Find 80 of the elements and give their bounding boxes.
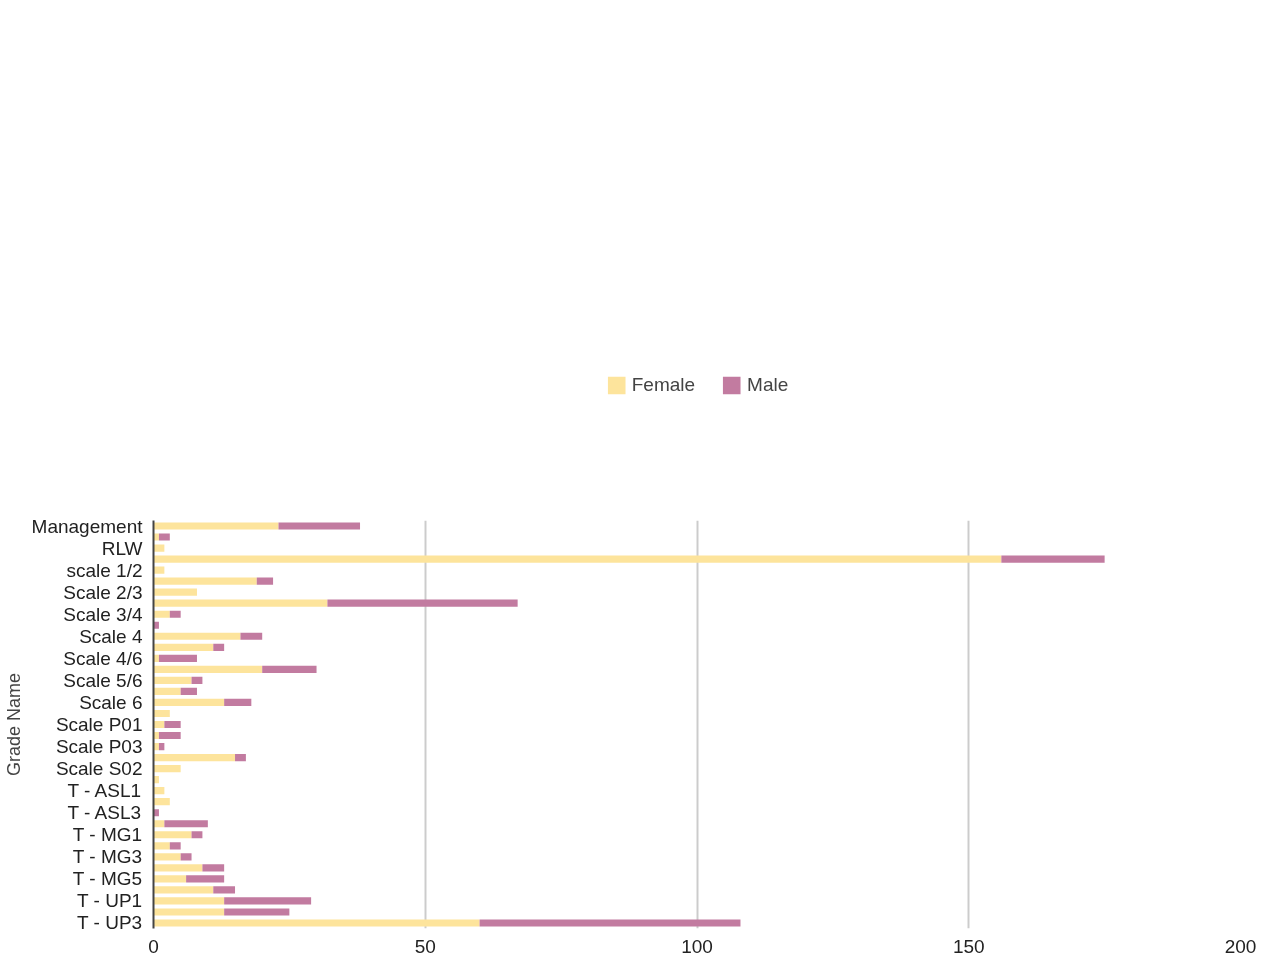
y-tick-label: T - UP3 [77, 912, 143, 934]
y-tick-label: T - MG1 [72, 824, 143, 846]
bar [153, 577, 257, 585]
bar [153, 643, 214, 651]
y-tick-label: Management [31, 515, 144, 537]
bar [153, 610, 170, 618]
bar [180, 687, 197, 695]
bar [158, 533, 170, 541]
bar [153, 798, 170, 806]
bar [479, 919, 741, 927]
bar [153, 555, 1002, 563]
bar [153, 886, 214, 894]
y-tick-label: Scale 6 [79, 691, 143, 713]
y-tick-label: Scale S02 [55, 758, 143, 780]
bar [153, 599, 328, 607]
bar [180, 853, 192, 861]
legend-label: Female [631, 373, 696, 396]
bar [153, 709, 170, 718]
bar [256, 577, 274, 585]
bar [153, 765, 181, 773]
bar [153, 853, 181, 861]
y-tick-label: RLW [101, 537, 143, 559]
bar [153, 665, 263, 673]
y-tick-label: scale 1/2 [66, 559, 143, 581]
y-tick-label: Scale 4/6 [63, 647, 143, 669]
bar [191, 831, 203, 839]
bar [213, 886, 236, 894]
bar [1001, 555, 1105, 563]
bar [169, 842, 181, 850]
x-tick-label: 0 [148, 935, 159, 957]
bar [158, 654, 197, 662]
bar [153, 919, 480, 927]
x-tick-label: 200 [1224, 935, 1257, 957]
bar [224, 897, 312, 905]
bar [153, 522, 279, 530]
bar [158, 731, 181, 740]
bar [153, 831, 192, 839]
bar [224, 698, 252, 707]
y-tick-label: Scale 4 [79, 625, 143, 647]
bar [327, 599, 518, 607]
bar [169, 610, 181, 618]
legend-label: Male [747, 373, 789, 396]
x-tick-label: 50 [414, 935, 436, 957]
bar [235, 754, 246, 762]
y-tick-label: Scale P01 [55, 714, 143, 735]
bar [153, 908, 225, 916]
y-tick-label: Scale 5/6 [63, 669, 143, 691]
bar [158, 742, 165, 751]
y-tick-label: T - MG3 [72, 846, 143, 868]
y-axis-title: Grade Name [3, 672, 24, 777]
x-tick-label: 100 [681, 935, 713, 957]
bar [153, 687, 181, 695]
bar [164, 820, 208, 828]
bar [278, 522, 361, 530]
bar [153, 875, 187, 883]
bar [153, 544, 165, 552]
y-tick-label: Scale 3/4 [63, 603, 143, 625]
y-tick-label: T - ASL3 [67, 802, 142, 824]
bar [191, 676, 203, 684]
bar [153, 864, 203, 872]
x-tick-label: 150 [952, 935, 985, 957]
y-tick-label: Scale P03 [55, 736, 143, 758]
bar [153, 632, 241, 640]
bar [153, 897, 225, 905]
y-tick-label: T - ASL1 [67, 780, 142, 802]
bar [186, 875, 225, 883]
bar [262, 665, 317, 673]
y-tick-label: T - MG5 [72, 868, 143, 890]
y-tick-label: Scale 2/3 [63, 581, 143, 603]
bar [153, 754, 236, 762]
bar [213, 643, 225, 651]
bar [202, 864, 225, 872]
bar [164, 720, 181, 729]
bar [153, 842, 170, 850]
bar [224, 908, 290, 916]
bar [153, 698, 225, 707]
y-tick-label: T - UP1 [77, 890, 143, 912]
bar [153, 676, 192, 684]
bar [240, 632, 263, 640]
bar [153, 588, 197, 596]
